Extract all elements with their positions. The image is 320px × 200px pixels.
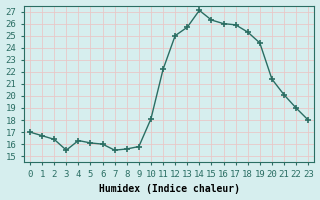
X-axis label: Humidex (Indice chaleur): Humidex (Indice chaleur) — [99, 184, 240, 194]
